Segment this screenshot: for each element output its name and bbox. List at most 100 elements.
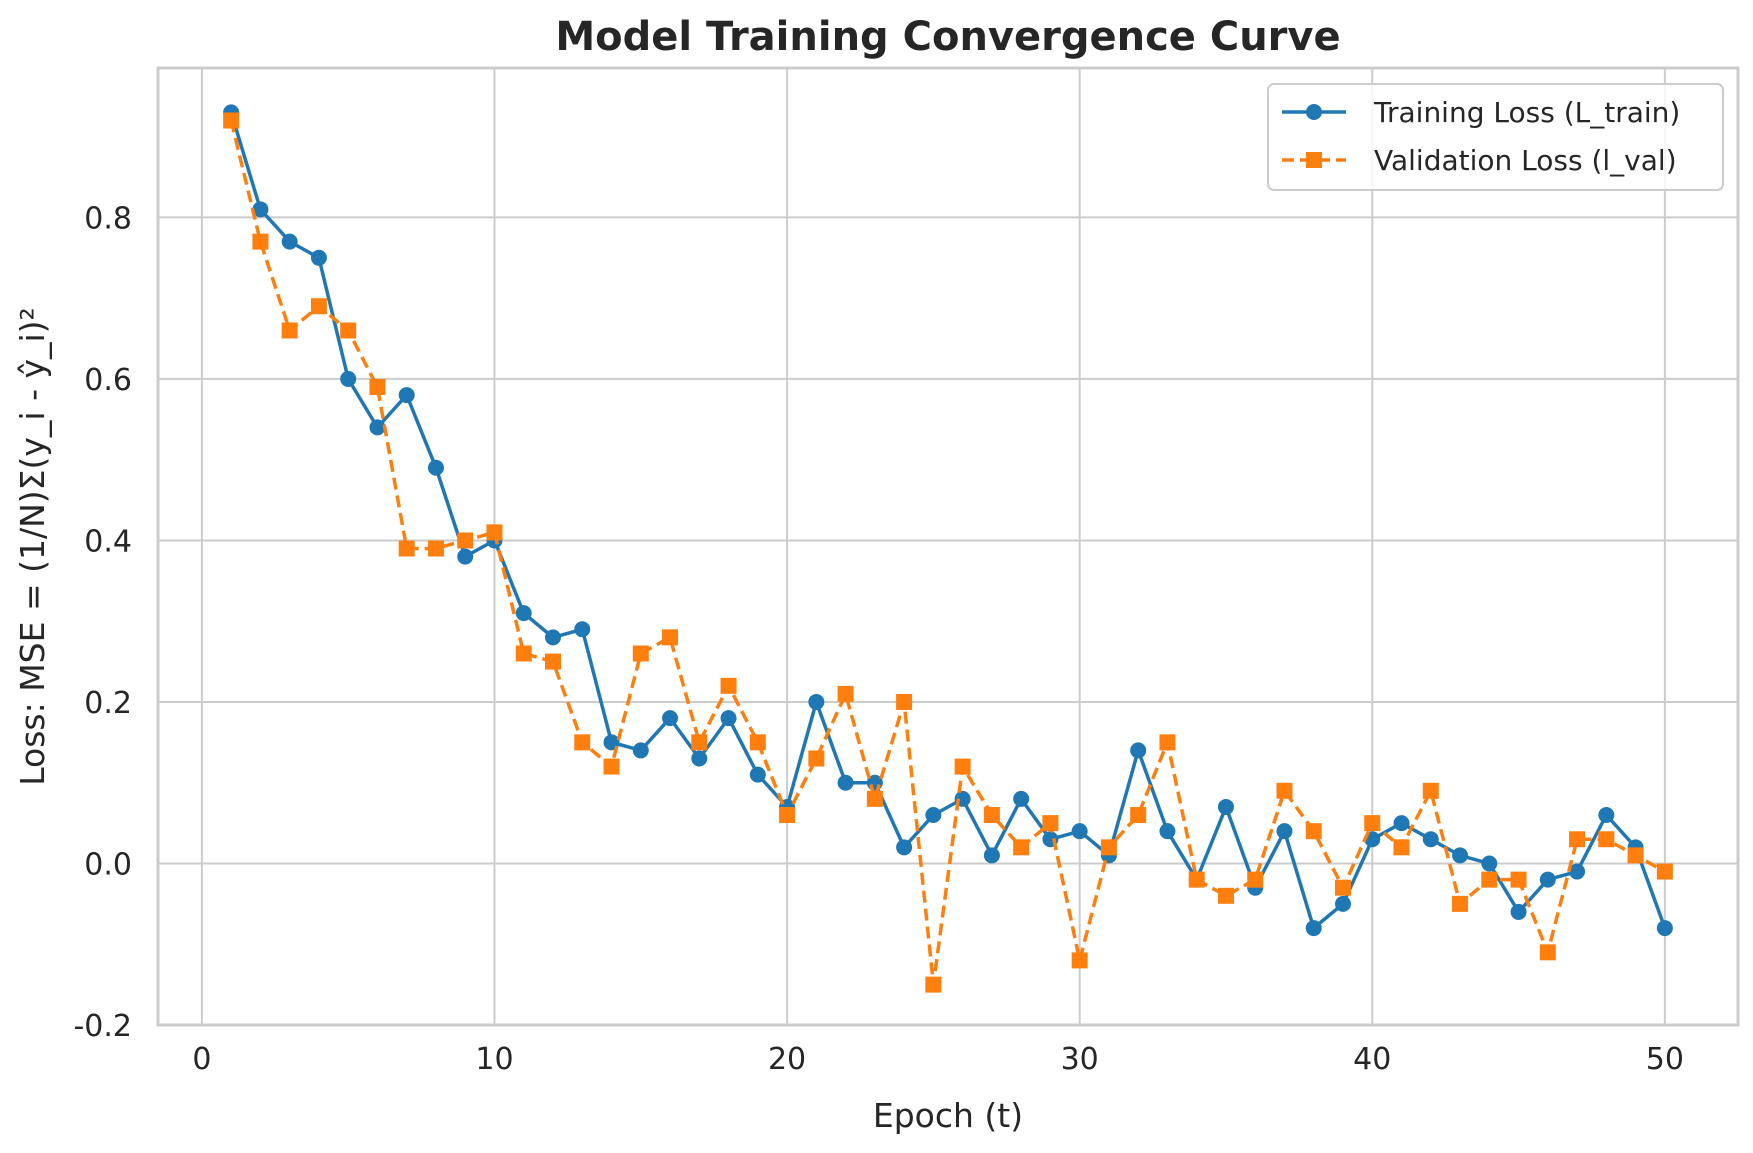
y-tick-label: 0.6 xyxy=(84,363,132,398)
training-point xyxy=(1656,920,1673,937)
training-point xyxy=(457,548,474,565)
validation-point xyxy=(808,750,825,767)
training-point xyxy=(398,387,415,404)
training-point xyxy=(1598,807,1615,824)
x-tick-label: 30 xyxy=(1061,1042,1099,1077)
validation-point xyxy=(603,758,620,775)
training-point xyxy=(574,621,591,638)
legend-marker-validation xyxy=(1306,152,1322,168)
series-line-training xyxy=(229,111,1667,930)
validation-point xyxy=(866,790,883,807)
validation-point xyxy=(1393,839,1410,856)
training-point xyxy=(1159,823,1176,840)
legend-label-training: Training Loss (L_train) xyxy=(1373,96,1680,129)
y-tick-label: 0.4 xyxy=(84,524,132,559)
validation-point xyxy=(720,677,737,694)
legend: Training Loss (L_train) Validation Loss (… xyxy=(1267,83,1724,191)
validation-point xyxy=(310,298,327,315)
validation-point xyxy=(1481,871,1498,888)
legend-box xyxy=(1267,83,1724,191)
validation-point xyxy=(1452,895,1469,912)
training-point xyxy=(720,710,737,727)
training-point xyxy=(1276,823,1293,840)
validation-point xyxy=(427,540,444,557)
training-point xyxy=(310,249,327,266)
validation-point xyxy=(252,233,269,250)
chart-title: Model Training Convergence Curve xyxy=(555,14,1340,60)
validation-point xyxy=(691,734,708,751)
validation-point xyxy=(1364,815,1381,832)
training-point xyxy=(896,839,913,856)
validation-point xyxy=(632,645,649,662)
validation-point xyxy=(1276,782,1293,799)
training-point xyxy=(1452,847,1469,864)
training-point xyxy=(427,459,444,476)
validation-point xyxy=(925,976,942,993)
training-point xyxy=(1071,823,1088,840)
training-point xyxy=(515,605,532,622)
validation-point xyxy=(486,524,503,541)
validation-point xyxy=(662,629,679,646)
y-tick-label: 0.8 xyxy=(84,201,132,236)
validation-point xyxy=(837,685,854,702)
validation-point xyxy=(281,322,298,339)
training-point xyxy=(545,629,561,646)
x-tick-label: 20 xyxy=(768,1042,806,1077)
y-axis-label: Loss: MSE = (1/N)Σ(y_i - ŷ_i)² xyxy=(13,307,52,786)
x-tick-label: 40 xyxy=(1353,1042,1391,1077)
training-point xyxy=(1013,790,1030,807)
validation-point xyxy=(1217,887,1234,904)
validation-point xyxy=(1656,863,1673,880)
validation-point xyxy=(1598,831,1615,848)
training-point xyxy=(1539,871,1556,888)
training-point xyxy=(1569,863,1586,880)
validation-point xyxy=(369,379,386,395)
validation-point xyxy=(749,734,766,751)
training-point xyxy=(691,750,708,767)
validation-point xyxy=(1335,879,1351,896)
training-point xyxy=(983,847,1000,864)
validation-point xyxy=(223,112,240,129)
validation-point xyxy=(1042,815,1059,832)
training-point xyxy=(925,807,942,824)
validation-point xyxy=(1159,734,1176,751)
training-point xyxy=(808,693,825,710)
training-point xyxy=(749,766,766,783)
validation-point xyxy=(1130,807,1147,824)
training-point xyxy=(1335,895,1351,912)
y-tick-label: 0.2 xyxy=(84,686,132,721)
training-point xyxy=(1422,831,1439,848)
training-point xyxy=(1510,903,1527,920)
validation-point xyxy=(515,645,532,662)
validation-point xyxy=(896,693,913,710)
plot-area xyxy=(223,104,1673,993)
x-tick-label: 0 xyxy=(192,1042,211,1077)
validation-point xyxy=(1071,952,1088,969)
ticks: 0 10 20 30 40 50 -0.2 0.0 0.2 0.4 0.6 0.8 xyxy=(73,201,1683,1077)
training-point xyxy=(1130,742,1147,759)
x-axis-label: Epoch (t) xyxy=(873,1096,1023,1135)
validation-point xyxy=(1422,782,1439,799)
series-line-validation xyxy=(229,120,1666,987)
validation-point xyxy=(1247,871,1264,888)
validation-point xyxy=(545,653,561,670)
validation-point xyxy=(1100,839,1117,856)
training-point xyxy=(369,419,386,436)
validation-point xyxy=(1188,871,1205,888)
training-point xyxy=(1305,920,1322,937)
y-tick-label: 0.0 xyxy=(84,847,132,882)
training-point xyxy=(1393,815,1410,832)
training-point xyxy=(252,201,269,218)
training-point xyxy=(632,742,649,759)
y-tick-label: -0.2 xyxy=(73,1009,132,1044)
training-point xyxy=(1481,855,1498,872)
validation-point xyxy=(1539,944,1556,961)
validation-point xyxy=(1627,847,1644,864)
training-point xyxy=(340,370,357,387)
legend-marker-training xyxy=(1306,104,1322,120)
x-tick-label: 10 xyxy=(475,1042,513,1077)
validation-point xyxy=(1569,831,1586,848)
validation-point xyxy=(954,758,971,775)
axes-frame xyxy=(156,66,1740,1027)
